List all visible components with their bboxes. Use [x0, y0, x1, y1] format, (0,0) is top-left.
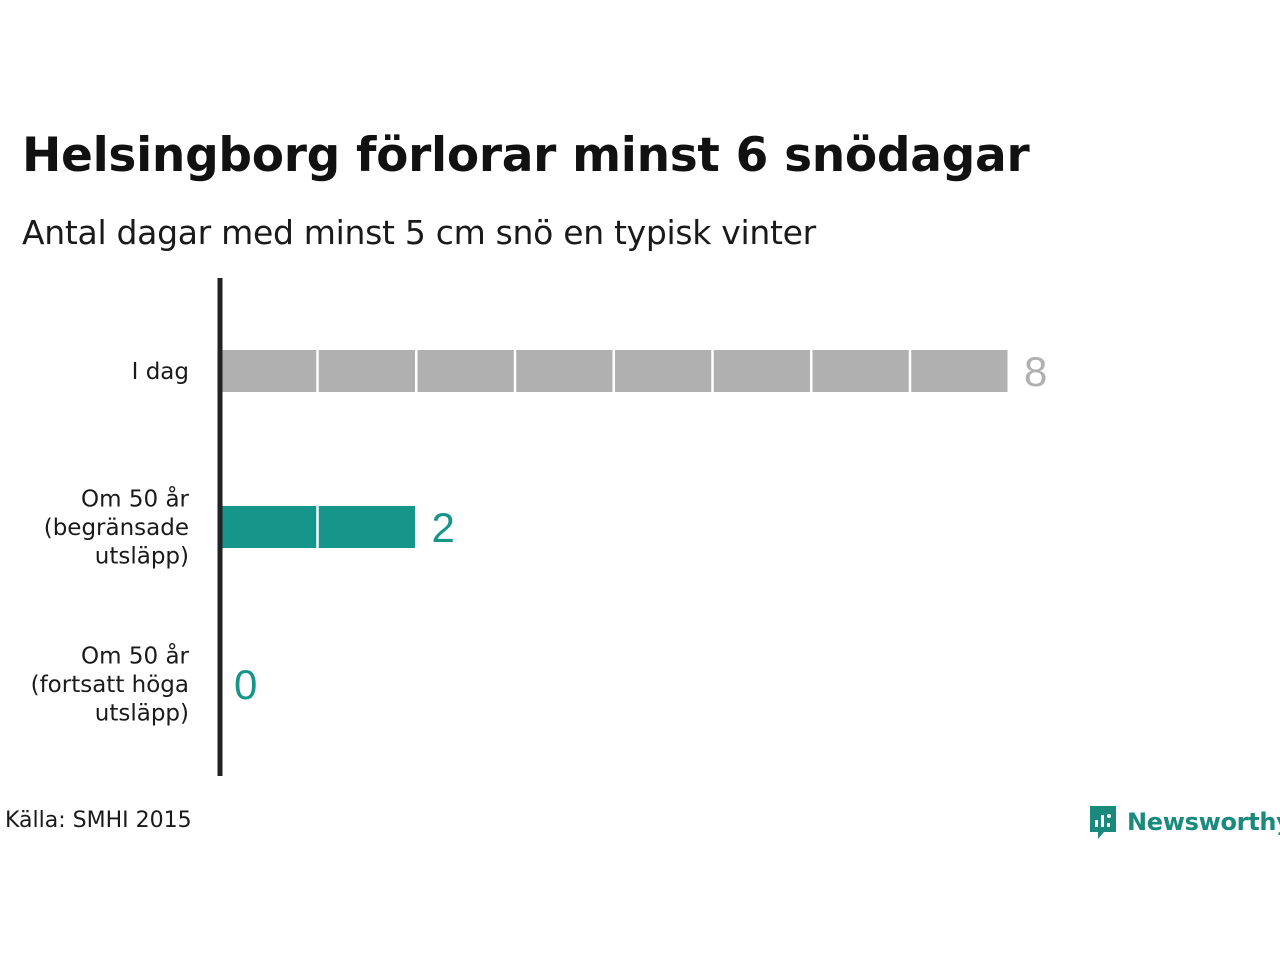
bar-value-label: 2 [432, 504, 455, 551]
category-label: I dag [132, 359, 189, 385]
bar-value-label: 0 [234, 661, 257, 708]
newsworthy-logo-icon [1090, 806, 1116, 839]
category-label: Om 50 år (fortsatt höga utsläpp) [31, 642, 190, 727]
bar-segment [812, 350, 909, 392]
bar-segment [318, 350, 415, 392]
bar-value-label: 8 [1024, 348, 1047, 395]
bar-segment [318, 506, 415, 548]
bar-segment [615, 350, 712, 392]
bar-segment [516, 350, 613, 392]
bar-segment [911, 350, 1008, 392]
bar-segment [713, 350, 810, 392]
bar-segment [220, 350, 317, 392]
brand-name: Newsworthy [1127, 808, 1280, 836]
chart-subtitle: Antal dagar med minst 5 cm snö en typisk… [22, 213, 816, 252]
brand-logo[interactable]: Newsworthy [1088, 804, 1280, 840]
chart-title: Helsingborg förlorar minst 6 snödagar [22, 128, 1030, 183]
bar-segment [220, 506, 317, 548]
bar-segment [417, 350, 514, 392]
category-label: Om 50 år (begränsade utsläpp) [44, 485, 190, 570]
source-note: Källa: SMHI 2015 [5, 808, 192, 833]
